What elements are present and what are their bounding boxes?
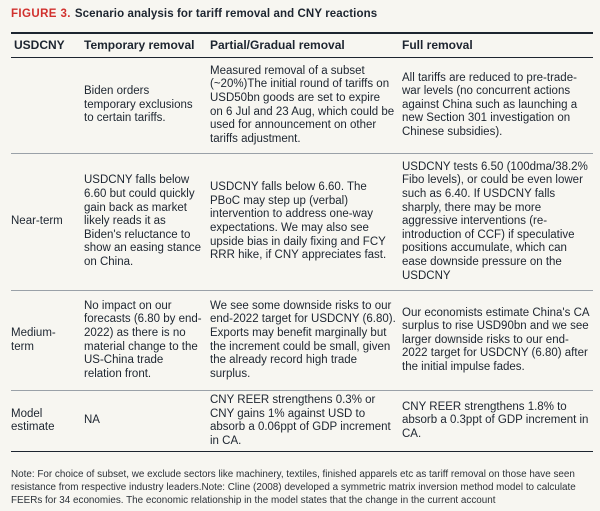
table-row: Near-term USDCNY falls below 6.60 but co… [11,153,593,291]
cell-partial: Measured removal of a subset (~20%)The i… [207,57,399,154]
row-label [11,57,81,154]
figure-caption: Scenario analysis for tariff removal and… [74,8,378,20]
table-row: Biden orders temporary exclusions to cer… [11,57,593,154]
figure-title: FIGURE 3. Scenario analysis for tariff re… [11,8,591,20]
header-temporary-removal: Temporary removal [81,32,207,58]
cell-full: Our economists estimate China's CA surpl… [399,290,593,391]
row-label: Medium-term [11,290,81,391]
cell-temporary: Biden orders temporary exclusions to cer… [81,57,207,154]
cell-temporary: NA [81,390,207,453]
cell-full: All tariffs are reduced to pre-trade-war… [399,57,593,154]
figure-label: FIGURE 3. [11,8,71,20]
cell-temporary: USDCNY falls below 6.60 but could quickl… [81,153,207,291]
cell-partial: USDCNY falls below 6.60. The PBoC may st… [207,153,399,291]
row-label: Near-term [11,153,81,291]
header-full-removal: Full removal [399,32,593,58]
table-header-row: USDCNY Temporary removal Partial/Gradual… [11,32,593,58]
scenario-table: USDCNY Temporary removal Partial/Gradual… [11,32,593,453]
cell-full: USDCNY tests 6.50 (100dma/38.2% Fibo lev… [399,153,593,291]
cell-partial: CNY REER strengthens 0.3% or CNY gains 1… [207,390,399,453]
table-row: Model estimate NA CNY REER strengthens 0… [11,390,593,453]
table-row: Medium-term No impact on our forecasts (… [11,290,593,391]
header-usdcny: USDCNY [11,32,81,58]
header-partial-removal: Partial/Gradual removal [207,32,399,58]
footnote: Note: For choice of subset, we exclude s… [11,469,576,506]
cell-full: CNY REER strengthens 1.8% to absorb a 0.… [399,390,593,453]
row-label: Model estimate [11,390,81,453]
cell-partial: We see some downside risks to our end-20… [207,290,399,391]
cell-temporary: No impact on our forecasts (6.80 by end-… [81,290,207,391]
